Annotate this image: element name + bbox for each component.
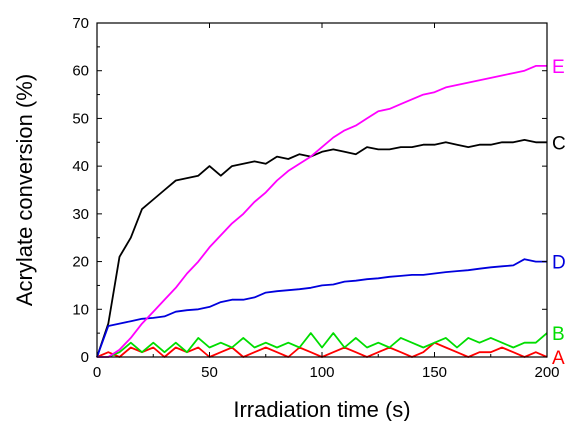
y-tick-label: 60 bbox=[72, 63, 89, 80]
series-label-d: D bbox=[552, 253, 566, 274]
x-tick-label: 50 bbox=[201, 364, 218, 381]
x-axis-title: Irradiation time (s) bbox=[233, 397, 410, 421]
series-line-e bbox=[97, 65, 547, 358]
x-tick-label: 100 bbox=[309, 364, 334, 381]
series-line-c bbox=[96, 138, 547, 358]
y-tick-label: 50 bbox=[72, 110, 89, 127]
series-label-layer: AB C D E bbox=[552, 57, 566, 369]
series-label-c: C bbox=[552, 133, 566, 154]
y-tick-label: 20 bbox=[72, 254, 89, 271]
x-tick-label: 0 bbox=[93, 364, 101, 381]
series-line-b bbox=[97, 332, 548, 358]
series-label-e: E bbox=[552, 57, 565, 78]
axis-layer: 0 50 100 150 200 0 10 20 30 40 50 60 70 bbox=[72, 15, 559, 381]
y-tick-label: 70 bbox=[72, 15, 89, 32]
series-label-a: A bbox=[552, 348, 565, 369]
series-layer bbox=[96, 65, 548, 358]
y-tick-label: 0 bbox=[81, 349, 89, 366]
series-line-d bbox=[96, 258, 547, 358]
x-tick-label: 150 bbox=[422, 364, 447, 381]
y-axis-title: Acrylate conversion (%) bbox=[12, 74, 37, 306]
y-tick-label: 30 bbox=[72, 206, 89, 223]
x-tick-label: 200 bbox=[534, 364, 559, 381]
series-label-b: B bbox=[552, 324, 565, 345]
y-tick-label: 10 bbox=[72, 301, 89, 318]
y-tick-label: 40 bbox=[72, 158, 89, 175]
